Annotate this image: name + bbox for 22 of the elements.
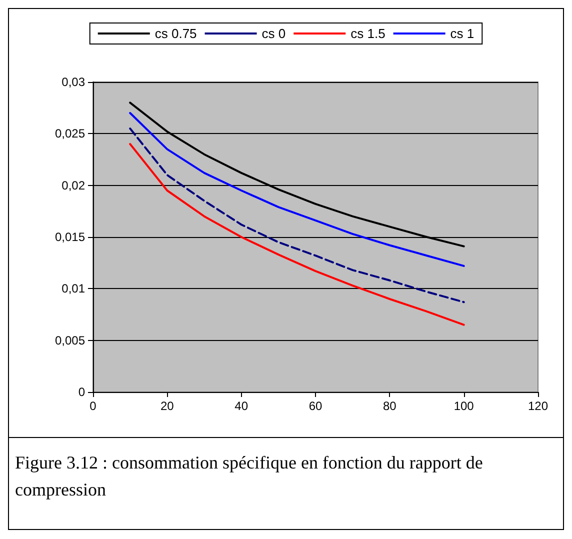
x-tick-label: 60 <box>308 399 322 413</box>
line-series <box>129 143 465 326</box>
legend-label: cs 0.75 <box>154 26 197 41</box>
x-tick-label: 20 <box>160 399 174 413</box>
line-series <box>129 112 465 267</box>
y-tick-label: 0,03 <box>62 75 86 89</box>
x-tick-label: 100 <box>454 399 474 413</box>
x-tick-label: 80 <box>382 399 397 413</box>
y-tick-label: 0,005 <box>54 333 86 348</box>
caption: Figure 3.12 : consommation spécifique en fonction du rapport de compression <box>15 452 488 500</box>
legend-label: cs 1 <box>450 26 474 41</box>
y-tick-label: 0,01 <box>62 282 86 296</box>
x-tick-label: 0 <box>90 399 97 413</box>
legend-label: cs 0 <box>262 26 286 41</box>
x-tick-label: 120 <box>528 399 548 413</box>
y-tick-label: 0 <box>78 385 86 399</box>
legend-label: cs 1.5 <box>350 26 386 41</box>
y-tick-label: 0,025 <box>54 126 86 141</box>
y-tick-label: 0,02 <box>62 178 86 192</box>
line-series <box>129 128 465 304</box>
x-tick-label: 40 <box>234 399 248 413</box>
y-tick-label: 0,015 <box>54 230 86 244</box>
